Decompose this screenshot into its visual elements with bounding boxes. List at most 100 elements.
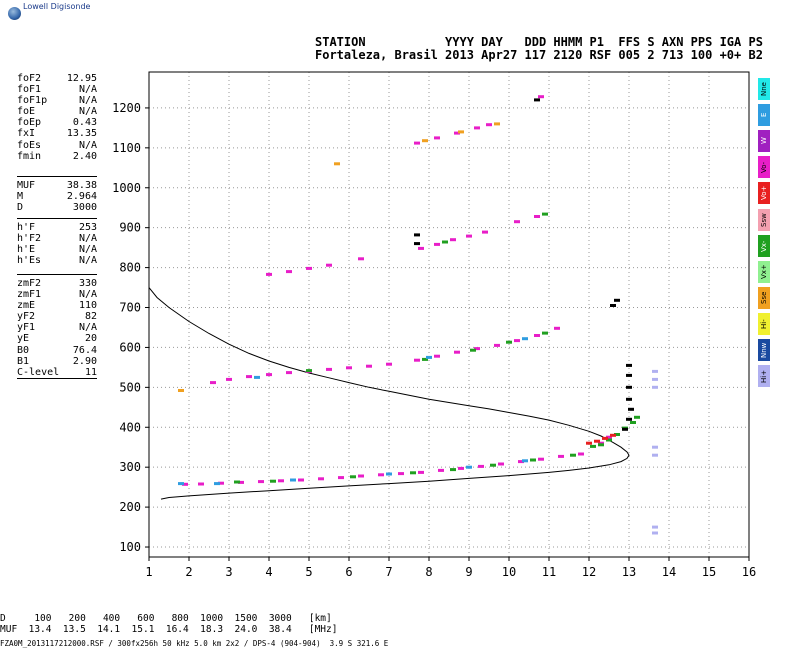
param-value: 12.95: [66, 73, 97, 84]
legend-chip-nne: Nne: [758, 78, 770, 100]
legend-chip-vo: Vo+: [758, 182, 770, 205]
param-value: 2.964: [66, 191, 97, 203]
echo-point: [258, 480, 264, 484]
echo-point: [628, 407, 634, 411]
legend-chip-hi: Hi+: [758, 365, 770, 388]
param-label: yE: [17, 333, 30, 345]
param-row: M 2.964: [17, 191, 97, 202]
param-value: 110: [78, 300, 97, 312]
param-row: C-level 11: [17, 367, 97, 378]
param-separator: [17, 176, 97, 177]
echo-point: [594, 439, 600, 443]
param-label: foE: [17, 106, 36, 118]
echo-point: [578, 452, 584, 456]
echo-point: [298, 478, 304, 482]
param-row: B1 2.90: [17, 356, 97, 367]
echo-point: [422, 357, 428, 361]
echo-point: [626, 417, 632, 421]
echo-point: [306, 266, 312, 270]
lowell-logo: Lowell Digisonde: [8, 2, 118, 22]
x-tick-label: 12: [582, 565, 596, 579]
param-row: zmF2 330: [17, 278, 97, 289]
y-tick-label: 700: [119, 301, 141, 315]
param-label: foF2: [17, 73, 42, 84]
echo-point: [410, 471, 416, 475]
echo-point: [326, 367, 332, 371]
echo-point: [438, 468, 444, 472]
param-row: foEp 0.43: [17, 117, 97, 128]
echo-point: [414, 233, 420, 237]
y-tick-label: 800: [119, 261, 141, 275]
echo-point: [366, 364, 372, 368]
y-tick-label: 1100: [112, 141, 141, 155]
param-value: 2.90: [72, 355, 97, 367]
echo-point: [338, 476, 344, 480]
y-tick-label: 400: [119, 420, 141, 434]
param-row: foF2 12.95: [17, 73, 97, 84]
param-row: fxI 13.35: [17, 128, 97, 139]
echo-point: [454, 350, 460, 354]
echo-point: [518, 460, 524, 464]
echo-point: [630, 421, 636, 424]
echo-point: [590, 444, 596, 448]
param-value: 82: [84, 311, 97, 323]
x-tick-label: 10: [502, 565, 516, 579]
echo-point: [534, 98, 540, 102]
param-label: foF1: [17, 84, 42, 96]
echo-point: [494, 122, 500, 126]
echo-point: [454, 131, 460, 135]
x-tick-label: 11: [542, 565, 556, 579]
param-value: 253: [78, 222, 97, 233]
echo-point: [470, 348, 476, 352]
echo-point: [218, 481, 224, 485]
legend-chip-nnw: Nnw: [758, 339, 770, 361]
x-tick-label: 14: [662, 565, 676, 579]
echo-point: [652, 525, 658, 529]
param-row: fmin 2.40: [17, 151, 97, 162]
param-value: N/A: [78, 289, 97, 301]
muf-table-distance-row: D 100 200 400 600 800 1000 1500 3000 [km…: [0, 613, 332, 624]
param-separator: [17, 274, 97, 275]
legend-chip-w: W: [758, 130, 770, 153]
echo-point: [598, 443, 604, 447]
param-row: zmE 110: [17, 300, 97, 311]
echo-point: [490, 463, 496, 467]
param-value: 3000: [72, 202, 97, 214]
echo-point: [418, 246, 424, 250]
echo-point: [478, 464, 484, 468]
echo-point: [482, 230, 488, 234]
profile-trace-curve: [148, 287, 630, 500]
echo-point: [626, 363, 632, 367]
param-value: 2.40: [72, 150, 97, 162]
logo-text: Lowell Digisonde: [23, 2, 91, 11]
param-value: N/A: [78, 322, 97, 334]
echo-point: [450, 468, 456, 472]
echo-point: [598, 441, 604, 445]
echo-point: [434, 354, 440, 358]
param-row: B0 76.4: [17, 345, 97, 356]
echo-point: [346, 366, 352, 370]
echo-point: [606, 438, 612, 442]
param-label: B1: [17, 355, 30, 367]
param-value: N/A: [78, 95, 97, 107]
x-tick-label: 16: [742, 565, 756, 579]
echo-point: [334, 162, 340, 166]
param-value: 20: [84, 333, 97, 345]
param-value: 330: [78, 278, 97, 289]
y-tick-label: 500: [119, 380, 141, 394]
x-tick-label: 4: [265, 565, 272, 579]
param-value: N/A: [78, 84, 97, 96]
param-label: h'F2: [17, 233, 42, 245]
x-tick-label: 5: [305, 565, 312, 579]
param-label: h'E: [17, 244, 36, 256]
x-tick-label: 1: [145, 565, 152, 579]
x-tick-label: 9: [465, 565, 472, 579]
echo-point: [626, 385, 632, 389]
echo-point: [442, 240, 448, 244]
param-label: zmF1: [17, 289, 42, 301]
echo-point: [234, 480, 240, 484]
param-row: D 3000: [17, 202, 97, 213]
param-group2: MUF 38.38 M 2.964 D 3000: [17, 180, 97, 213]
legend-chip-hi: Hi-: [758, 312, 770, 335]
echo-point: [652, 369, 658, 373]
